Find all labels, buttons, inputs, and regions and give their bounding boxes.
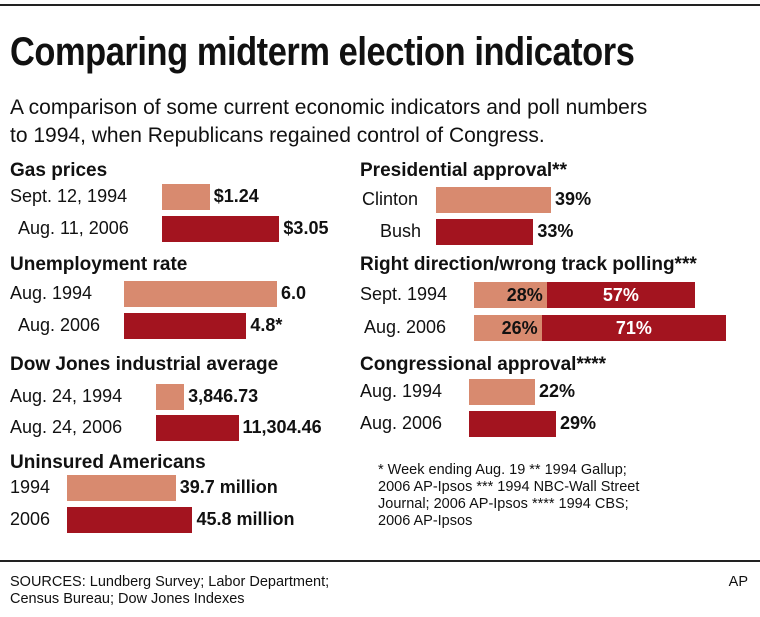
row-label: Aug. 2006 <box>360 413 443 433</box>
bar <box>67 507 193 533</box>
bar-value-label: $3.05 <box>283 218 329 238</box>
bar <box>124 281 277 307</box>
bar-value-label: 6.0 <box>281 283 307 303</box>
row-label: 1994 <box>10 477 51 497</box>
panel-title-4: Uninsured Americans <box>10 452 206 473</box>
bar-value-label: 33% <box>537 221 574 241</box>
panel-title-6: Right direction/wrong track polling*** <box>360 254 697 275</box>
chart-title: Comparing midterm election indicators <box>10 30 635 74</box>
row-label: Sept. 12, 1994 <box>10 186 128 206</box>
row-label: Bush <box>380 221 422 241</box>
bar <box>124 313 247 339</box>
bar <box>436 187 552 213</box>
row-label: 2006 <box>10 509 51 529</box>
bar-value-label: 39.7 million <box>179 477 278 497</box>
bar-value-label: 26% <box>501 318 538 338</box>
bar-segment <box>546 282 695 308</box>
panel-title-7: Congressional approval**** <box>360 354 607 375</box>
bar-value-label: 22% <box>539 381 576 401</box>
sources-line-1: SOURCES: Lundberg Survey; Labor Departme… <box>10 574 330 590</box>
row-label: Aug. 24, 1994 <box>10 386 123 406</box>
bar-segment <box>474 315 542 341</box>
row-label: Aug. 2006 <box>364 317 447 337</box>
bottom-rule <box>0 560 760 562</box>
bar-segment <box>474 282 547 308</box>
footnote-line-2: 2006 AP-Ipsos *** 1994 NBC-Wall Street <box>378 479 640 495</box>
sources-line-2: Census Bureau; Dow Jones Indexes <box>10 591 245 607</box>
bar-value-label: $1.24 <box>213 186 259 206</box>
bar-value-label: 3,846.73 <box>188 386 259 406</box>
bar-value-label: 4.8* <box>250 315 283 335</box>
bar-value-label: 71% <box>615 318 652 338</box>
subtitle-line-2: to 1994, when Republicans regained contr… <box>10 124 545 147</box>
row-label: Clinton <box>362 189 419 209</box>
footnote-line-4: 2006 AP-Ipsos <box>378 513 473 529</box>
panel-title-5: Presidential approval** <box>360 160 567 181</box>
row-label: Aug. 24, 2006 <box>10 417 123 437</box>
footnote-line-1: * Week ending Aug. 19 ** 1994 Gallup; <box>378 462 627 478</box>
bar <box>436 219 534 245</box>
row-label: Aug. 11, 2006 <box>18 218 129 238</box>
panel-title-2: Unemployment rate <box>10 254 188 275</box>
credit-ap: AP <box>728 574 748 590</box>
bar <box>67 475 176 501</box>
top-rule <box>0 4 760 6</box>
footnotes: * Week ending Aug. 19 ** 1994 Gallup; 20… <box>378 462 748 530</box>
bar <box>469 379 535 405</box>
bar <box>156 384 185 410</box>
bar-value-label: 29% <box>560 413 597 433</box>
panel-title-1: Gas prices <box>10 160 108 181</box>
bar <box>156 415 239 441</box>
bar-value-label: 39% <box>555 189 592 209</box>
subtitle-line-1: A comparison of some current economic in… <box>10 96 648 119</box>
panel-title-3: Dow Jones industrial average <box>10 354 279 375</box>
row-label: Aug. 1994 <box>360 381 443 401</box>
row-label: Aug. 1994 <box>10 283 93 303</box>
bar-value-label: 11,304.46 <box>242 417 322 437</box>
row-label: Aug. 2006 <box>18 315 101 335</box>
bar-segment <box>541 315 727 341</box>
bar <box>162 216 280 242</box>
footnote-line-3: Journal; 2006 AP-Ipsos **** 1994 CBS; <box>378 496 629 512</box>
bar <box>469 411 556 437</box>
sources: SOURCES: Lundberg Survey; Labor Departme… <box>10 574 329 608</box>
bar <box>162 184 210 210</box>
bar-value-label: 57% <box>602 285 639 305</box>
bar-value-label: 28% <box>506 285 543 305</box>
bar-value-label: 45.8 million <box>196 509 295 529</box>
row-label: Sept. 1994 <box>360 284 448 304</box>
